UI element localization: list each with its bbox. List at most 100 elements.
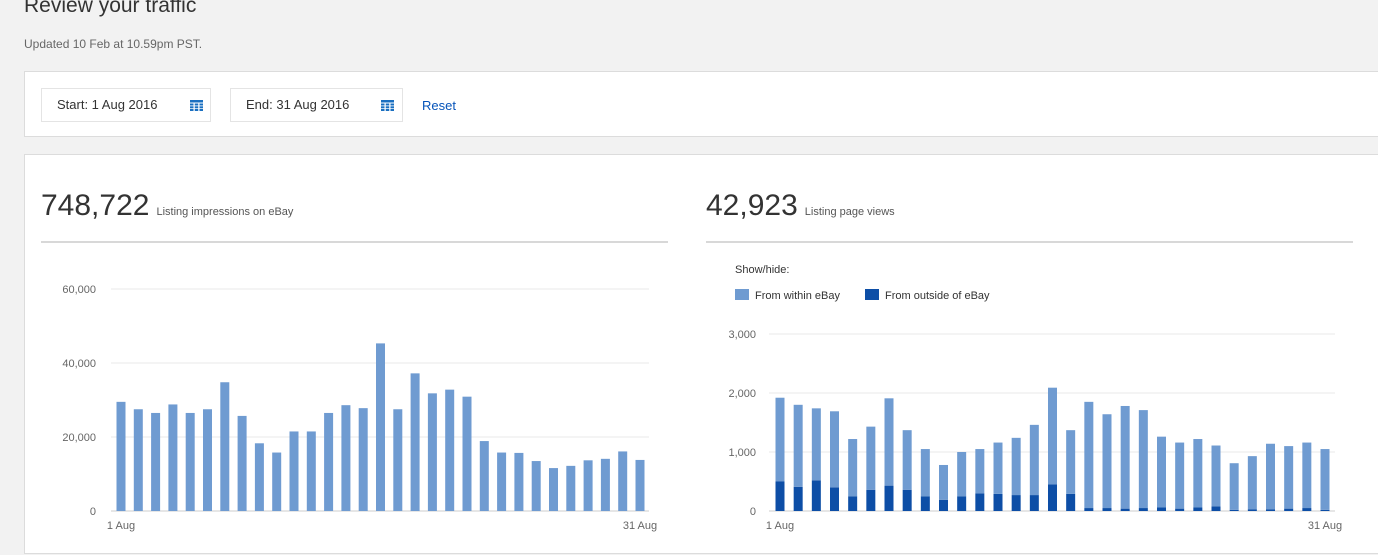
- bar-within-ebay: [1157, 436, 1166, 508]
- bar: [531, 461, 541, 511]
- y-tick-label: 1,000: [728, 447, 756, 459]
- x-tick-label: 1 Aug: [766, 520, 794, 532]
- bar-within-ebay: [884, 398, 894, 486]
- bar-outside-ebay: [866, 489, 876, 511]
- bar-outside-ebay: [884, 485, 894, 511]
- bar-within-ebay: [1048, 387, 1057, 485]
- bar-outside-ebay: [993, 493, 1003, 511]
- traffic-charts-panel: 748,722 Listing impressions on eBay 42,92…: [24, 154, 1378, 554]
- y-tick-label: 40,000: [62, 358, 96, 370]
- bar-within-ebay: [1211, 445, 1221, 507]
- bar-outside-ebay: [1084, 508, 1094, 511]
- bar-within-ebay: [1066, 430, 1076, 494]
- bar-within-ebay: [811, 408, 821, 481]
- bar: [497, 452, 507, 511]
- bar: [324, 412, 334, 511]
- divider: [706, 241, 1353, 243]
- bar-within-ebay: [1302, 442, 1312, 509]
- bar: [618, 451, 628, 511]
- calendar-icon[interactable]: [381, 100, 394, 111]
- impressions-value: 748,722: [41, 189, 150, 222]
- bar-within-ebay: [793, 404, 803, 487]
- bar-outside-ebay: [793, 486, 803, 511]
- end-date-label: End: 31 Aug 2016: [246, 97, 350, 112]
- bar-outside-ebay: [1284, 508, 1294, 511]
- x-tick-label: 31 Aug: [1308, 520, 1342, 532]
- bar: [462, 396, 472, 511]
- bar-outside-ebay: [811, 480, 821, 511]
- bar: [220, 382, 230, 511]
- bar: [133, 409, 143, 511]
- bar-within-ebay: [939, 464, 948, 500]
- bar-within-ebay: [1175, 442, 1185, 509]
- end-date-field[interactable]: End: 31 Aug 2016: [230, 88, 403, 122]
- bar-outside-ebay: [902, 489, 912, 511]
- start-date-field[interactable]: Start: 1 Aug 2016: [41, 88, 211, 122]
- bar: [393, 409, 403, 511]
- bar: [254, 443, 264, 511]
- bar: [549, 468, 558, 511]
- bar-outside-ebay: [1066, 493, 1076, 511]
- legend-toggle-within-ebay[interactable]: From within eBay: [735, 289, 840, 302]
- bar-outside-ebay: [939, 499, 948, 511]
- bar-within-ebay: [993, 442, 1003, 494]
- bar: [185, 412, 195, 511]
- legend-title: Show/hide:: [735, 264, 790, 276]
- bar-within-ebay: [920, 449, 930, 497]
- bar-outside-ebay: [1011, 495, 1021, 511]
- bar-outside-ebay: [1102, 508, 1112, 511]
- bar-within-ebay: [1120, 405, 1130, 509]
- reset-link[interactable]: Reset: [422, 98, 456, 113]
- bar-within-ebay: [775, 397, 785, 482]
- bar: [479, 441, 489, 511]
- bar-within-ebay: [1284, 446, 1294, 509]
- bar-outside-ebay: [1175, 508, 1185, 511]
- y-tick-label: 0: [750, 506, 756, 518]
- bar-within-ebay: [1247, 456, 1257, 510]
- page-views-metric: 42,923 Listing page views: [706, 189, 895, 223]
- bar: [583, 460, 593, 511]
- y-tick-label: 3,000: [728, 329, 756, 341]
- page-views-label: Listing page views: [804, 206, 895, 218]
- legend-swatch-within: [735, 289, 749, 300]
- calendar-icon[interactable]: [190, 100, 203, 111]
- bar-within-ebay: [1320, 449, 1330, 510]
- bar-outside-ebay: [1266, 509, 1275, 511]
- date-filter-panel: Start: 1 Aug 2016 End: 31 Aug 2016 Reset: [24, 71, 1378, 137]
- legend-label-outside: From outside of eBay: [885, 290, 990, 302]
- bar: [151, 412, 161, 511]
- bar: [600, 458, 610, 511]
- bar-outside-ebay: [775, 481, 785, 511]
- bar-outside-ebay: [957, 496, 967, 511]
- bar-outside-ebay: [1211, 506, 1221, 511]
- bar-outside-ebay: [1320, 509, 1330, 511]
- bar: [168, 404, 178, 511]
- bar-within-ebay: [1084, 401, 1094, 509]
- bar-outside-ebay: [1302, 508, 1312, 511]
- bar: [410, 373, 420, 511]
- bar-outside-ebay: [848, 496, 858, 511]
- updated-timestamp: Updated 10 Feb at 10.59pm PST.: [24, 37, 203, 51]
- x-tick-label: 1 Aug: [107, 520, 135, 532]
- bar: [289, 431, 299, 511]
- bar-outside-ebay: [1120, 508, 1130, 511]
- legend-label-within: From within eBay: [755, 290, 840, 302]
- bar: [116, 401, 126, 511]
- bar-within-ebay: [1029, 424, 1039, 496]
- y-tick-label: 0: [90, 506, 96, 518]
- y-tick-label: 20,000: [62, 432, 96, 444]
- start-date-label: Start: 1 Aug 2016: [57, 97, 158, 112]
- legend-toggle-outside-ebay[interactable]: From outside of eBay: [865, 289, 990, 302]
- bar: [445, 389, 455, 511]
- bar: [358, 408, 368, 511]
- bar-within-ebay: [866, 426, 876, 490]
- bar-within-ebay: [957, 452, 967, 497]
- bar-outside-ebay: [920, 496, 930, 511]
- bar: [341, 405, 351, 511]
- bar-outside-ebay: [1138, 508, 1148, 511]
- bar: [376, 343, 385, 511]
- bar: [635, 459, 645, 511]
- impressions-label: Listing impressions on eBay: [156, 206, 294, 218]
- bar: [566, 465, 576, 511]
- bar-outside-ebay: [830, 487, 839, 511]
